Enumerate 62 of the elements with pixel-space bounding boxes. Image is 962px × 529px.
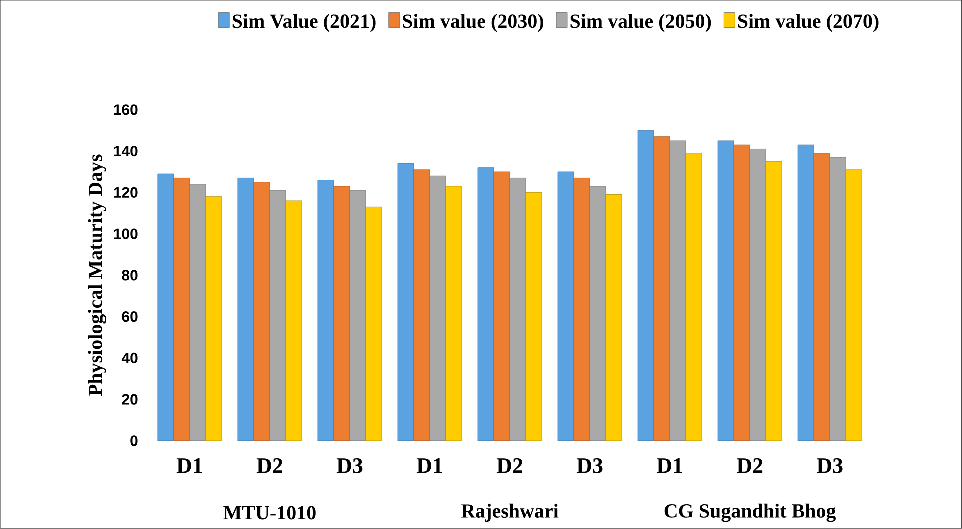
bar [238,178,254,442]
y-tick-label: 60 [122,312,138,322]
bar [414,170,430,442]
bar [654,136,670,442]
bar [718,140,734,442]
x-tick-label: D1 [416,458,442,474]
bar [670,140,686,442]
x-tick-label: D2 [256,458,282,474]
y-tick-label: 40 [122,352,138,364]
bar [494,172,510,442]
bar [270,190,286,442]
text: MTU-1010 [224,506,316,520]
y-axis-title: Physiological Maturity Days [88,154,106,396]
bar [286,200,302,442]
bar [606,194,622,442]
x-tick-label: D3 [817,458,843,474]
bar [558,172,574,442]
legend-label: Sim Value (2021) [232,14,376,32]
bar [734,144,750,442]
y-tick-label: 100 [114,228,138,240]
bar [254,182,270,442]
bar [846,170,862,442]
text: Rajeshwari [461,504,559,522]
bar [334,186,350,442]
bar [766,161,782,442]
y-tick-label: 0 [130,436,138,446]
text: CG Sugandhit Bhog [664,504,836,522]
bar [686,153,702,442]
legend-label: Sim value (2030) [403,14,544,32]
bar [318,180,334,442]
legend-label: Sim value (2050) [570,14,712,32]
x-tick-label: D3 [576,458,603,474]
x-tick-label: D1 [176,458,202,474]
x-tick-label: D1 [656,458,682,474]
bar [206,196,222,442]
bar [574,178,590,442]
bar [366,207,382,442]
y-tick-label: 20 [122,394,138,405]
bar [190,184,206,442]
bar [798,144,814,442]
y-tick-label: 120 [114,187,138,198]
x-tick-label: D2 [496,458,523,474]
bar [510,178,526,442]
bar [174,178,190,442]
bar [526,192,542,442]
bar [638,130,654,442]
y-tick-label: 160 [114,104,138,116]
bar [430,176,446,442]
x-tick-label: D2 [737,458,763,474]
bar [158,174,174,442]
bar [814,153,830,442]
y-tick-label: 140 [114,146,138,157]
bar [446,186,462,442]
bar [590,186,606,442]
x-tick-label: D3 [336,458,363,474]
y-tick-label: 80 [122,270,138,281]
bar [350,190,366,442]
bar [750,149,766,442]
bar [478,168,494,442]
bar [830,157,846,442]
legend-label: Sim value (2070) [738,14,879,32]
bar [398,164,414,442]
